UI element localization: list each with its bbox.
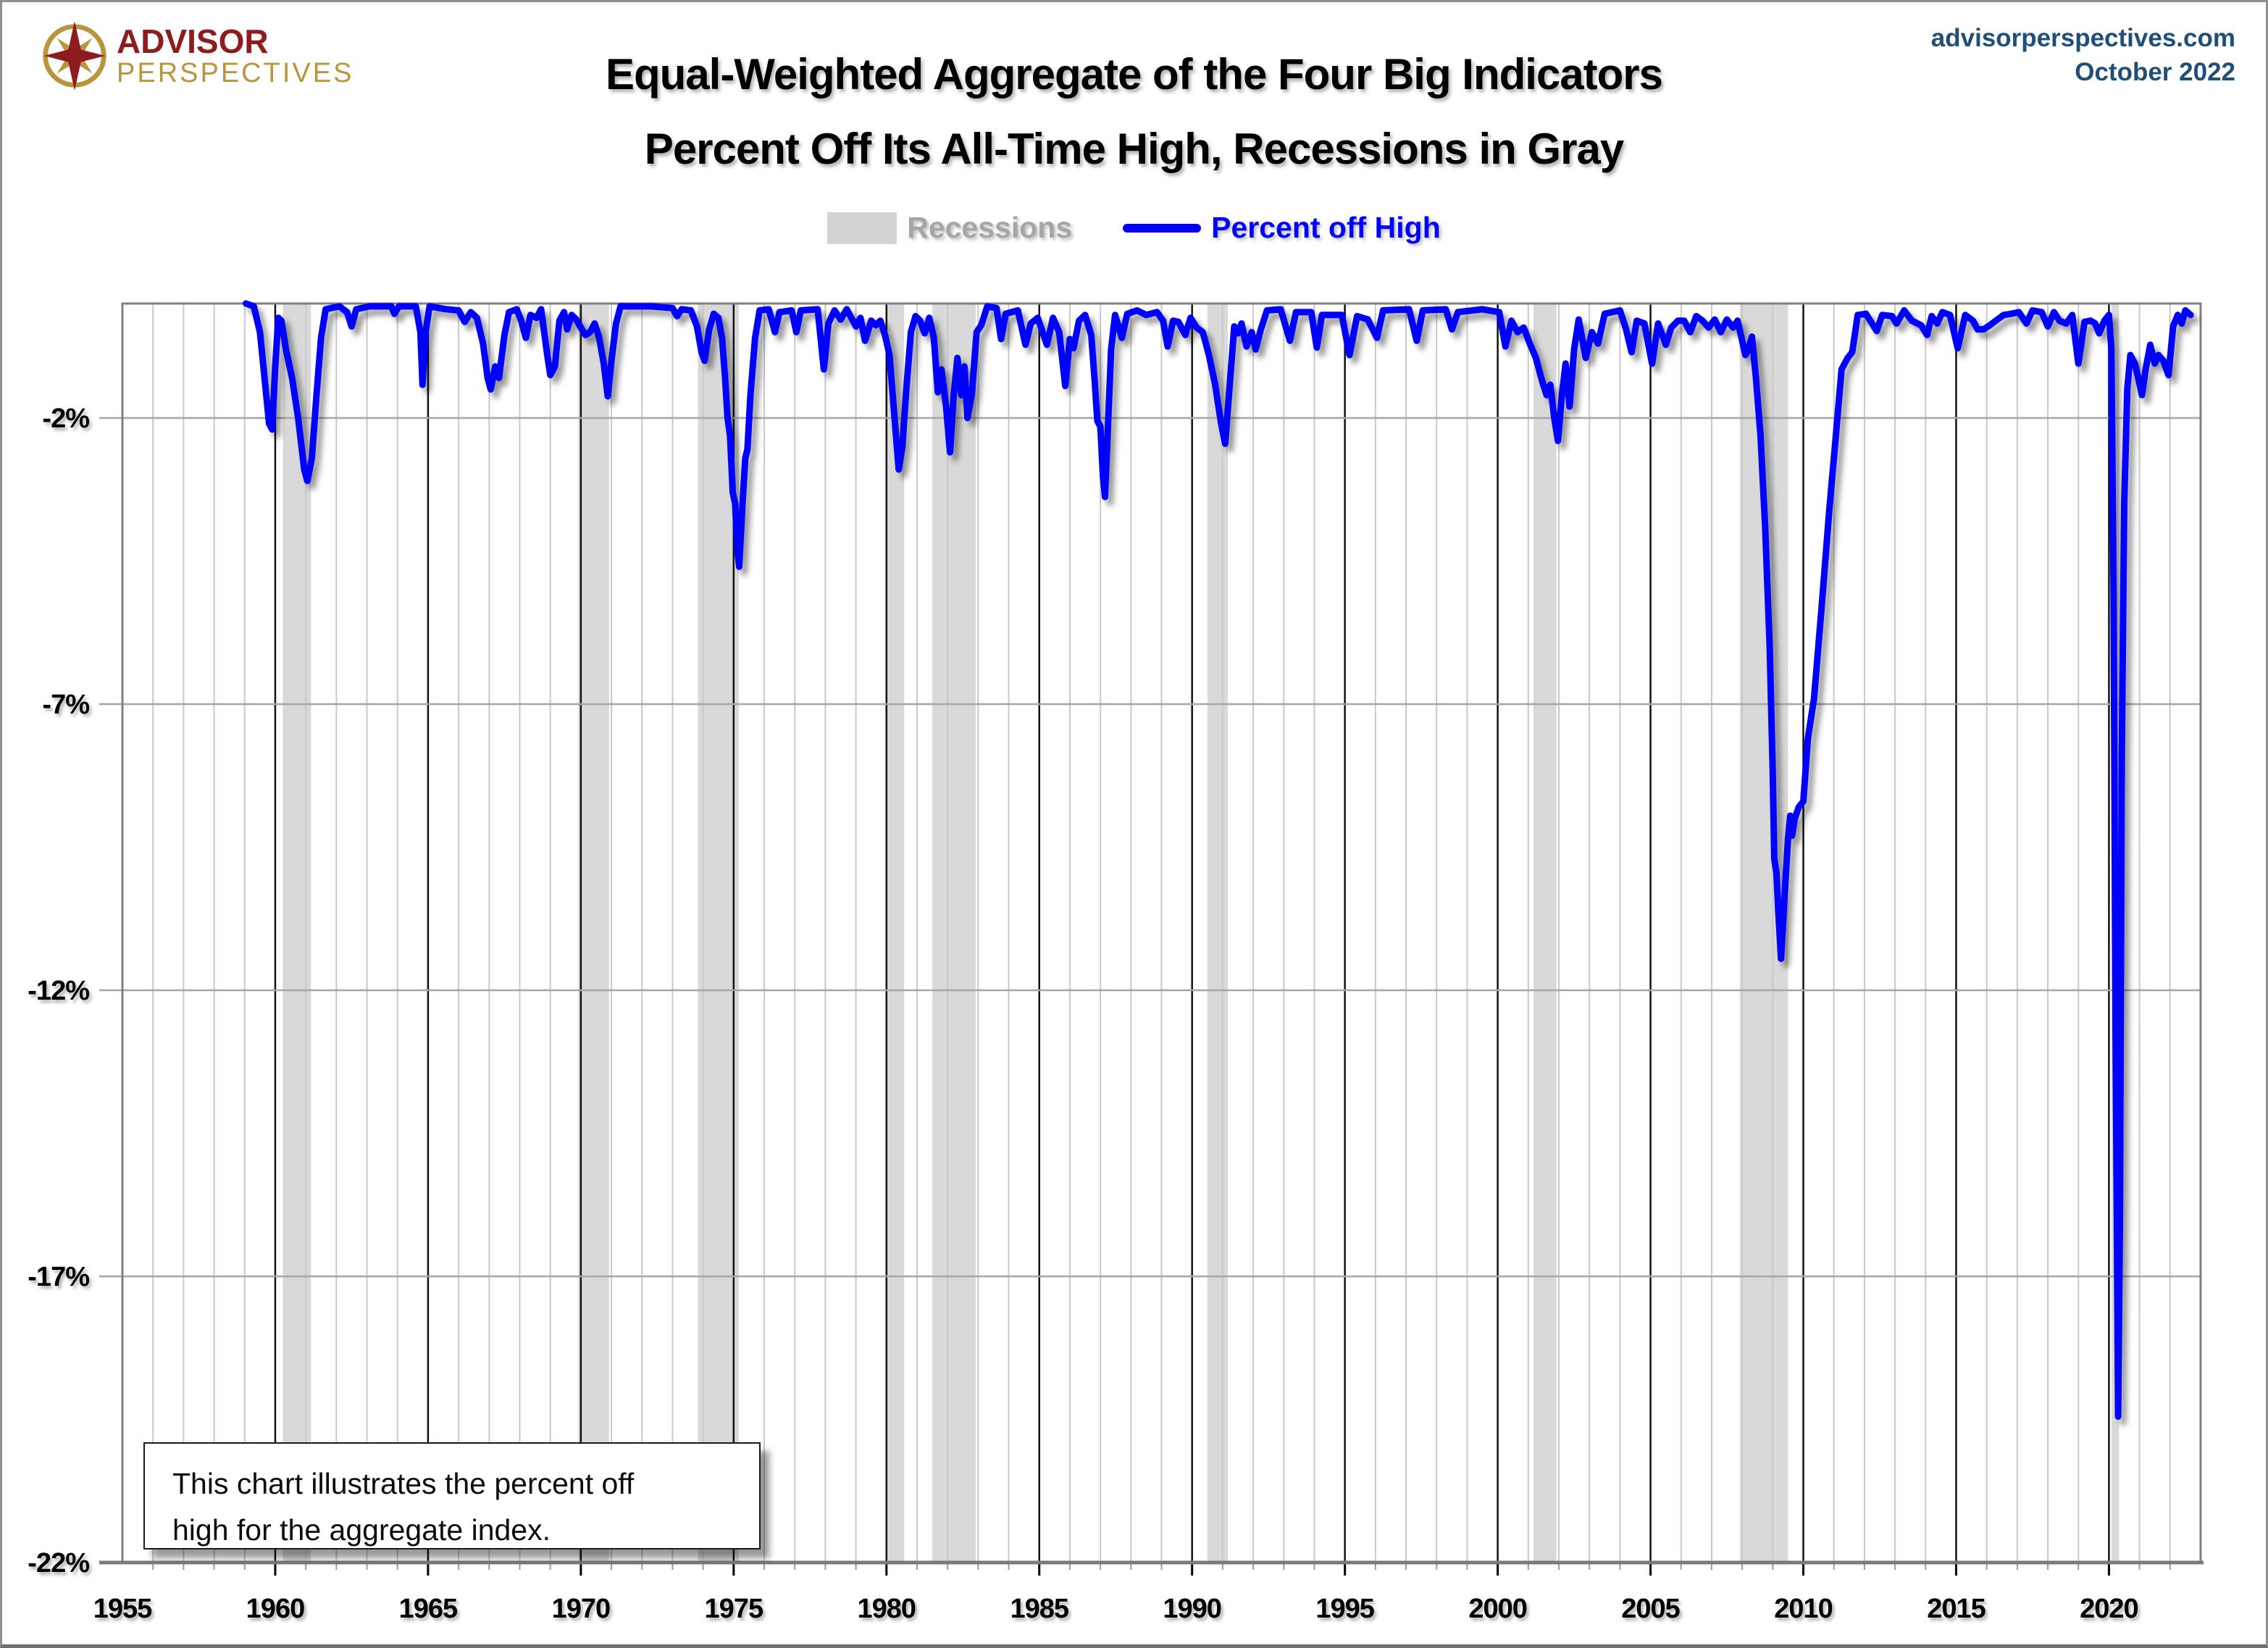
annotation-box: This chart illustrates the percent off h…	[143, 1442, 761, 1549]
compass-icon	[43, 21, 106, 91]
x-tick-label: 2010	[1774, 1594, 1833, 1624]
recession-band	[886, 304, 905, 1563]
recession-band	[1207, 304, 1229, 1563]
percent-off-high-line	[243, 300, 2194, 1420]
x-axis-labels: 1955 1960 1965 1970 1975 1980 1985 1990 1995 2000…	[93, 1594, 2139, 1624]
x-tick-label: 2015	[1927, 1594, 1985, 1624]
logo-text: ADVISOR PERSPECTIVES	[117, 25, 353, 87]
recession-band	[283, 304, 311, 1563]
source-attribution: advisorperspectives.com October 2022	[1931, 21, 2235, 90]
annotation-line2: high for the aggregate index.	[172, 1513, 551, 1547]
x-tick-label: 1960	[246, 1594, 305, 1624]
recession-bands	[283, 304, 2120, 1563]
y-tick-label: -12%	[28, 976, 89, 1006]
chart-legend: Recessions Percent off High	[2, 211, 2266, 245]
legend-label-recessions: Recessions	[907, 211, 1073, 244]
chart-title-line2: Percent Off Its All-Time High, Recession…	[644, 125, 1624, 174]
horizontal-gridlines	[99, 417, 2201, 1564]
source-date: October 2022	[2075, 58, 2235, 87]
y-tick-label: -17%	[28, 1262, 89, 1292]
blue-line-swatch-icon	[1123, 223, 1202, 233]
recession-band	[578, 304, 609, 1563]
x-tick-label: 1985	[1010, 1594, 1068, 1624]
x-tick-label: 1955	[93, 1594, 152, 1624]
recession-swatch-icon	[827, 212, 897, 244]
annotation-line1: This chart illustrates the percent off	[172, 1467, 635, 1500]
y-tick-label: -2%	[42, 403, 89, 434]
source-website: advisorperspectives.com	[1930, 24, 2235, 52]
minor-vertical-gridlines	[152, 304, 2171, 1563]
recession-band	[698, 304, 739, 1563]
y-tick-label: -22%	[28, 1548, 89, 1578]
x-tick-label: 1995	[1315, 1594, 1374, 1624]
recession-band	[1533, 304, 1557, 1563]
x-tick-label: 2020	[2080, 1594, 2138, 1624]
x-tick-label: 1980	[858, 1594, 916, 1624]
recession-band	[932, 304, 976, 1563]
advisor-perspectives-logo: ADVISOR PERSPECTIVES	[40, 21, 353, 91]
logo-word-perspectives: PERSPECTIVES	[117, 58, 354, 88]
x-tick-label: 2005	[1621, 1594, 1680, 1624]
y-axis-labels: -2% -7% -12% -17% -22%	[28, 403, 90, 1578]
chart-title-line1: Equal-Weighted Aggregate of the Four Big…	[605, 50, 1663, 99]
x-tick-label: 1975	[705, 1594, 763, 1624]
y-tick-label: -7%	[42, 690, 89, 720]
legend-label-percent-off-high: Percent off High	[1211, 211, 1441, 244]
x-tick-label: 1990	[1163, 1594, 1221, 1624]
x-tick-label: 1965	[399, 1594, 458, 1624]
chart-title: Equal-Weighted Aggregate of the Four Big…	[2, 37, 2266, 186]
x-tick-label: 2000	[1468, 1594, 1527, 1624]
x-tick-label: 1970	[552, 1594, 611, 1624]
legend-item-percent-off-high: Percent off High	[1123, 211, 1441, 245]
logo-word-advisor: ADVISOR	[117, 22, 269, 60]
legend-item-recessions: Recessions	[827, 211, 1072, 245]
